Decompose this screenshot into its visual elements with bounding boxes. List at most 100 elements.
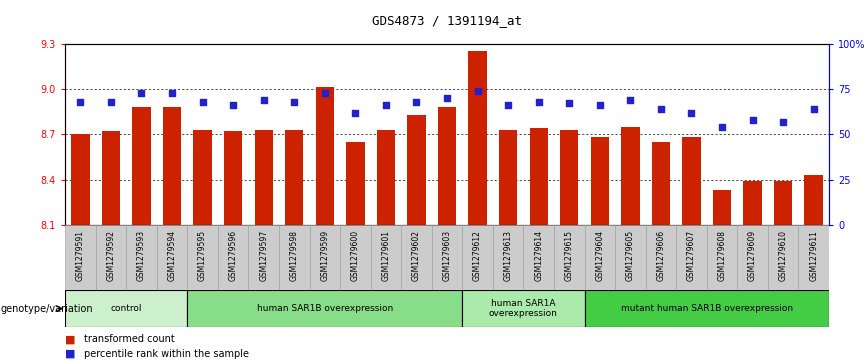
FancyBboxPatch shape <box>615 225 646 290</box>
FancyBboxPatch shape <box>401 225 431 290</box>
Point <box>654 106 667 112</box>
Bar <box>590 137 609 225</box>
Point <box>410 99 424 105</box>
Bar <box>102 131 120 225</box>
Text: GSM1279598: GSM1279598 <box>290 230 299 281</box>
Text: transformed count: transformed count <box>84 334 175 344</box>
Point <box>623 97 637 103</box>
Point <box>593 102 607 108</box>
FancyBboxPatch shape <box>279 225 310 290</box>
Text: GSM1279602: GSM1279602 <box>412 230 421 281</box>
Text: GSM1279606: GSM1279606 <box>656 230 666 281</box>
Point <box>532 99 546 105</box>
Point <box>715 124 729 130</box>
FancyBboxPatch shape <box>768 225 799 290</box>
Bar <box>652 142 670 225</box>
Bar <box>377 130 395 225</box>
Point <box>135 90 148 95</box>
FancyBboxPatch shape <box>65 225 95 290</box>
Text: GSM1279614: GSM1279614 <box>534 230 543 281</box>
Point <box>104 99 118 105</box>
Bar <box>621 127 640 225</box>
FancyBboxPatch shape <box>126 225 157 290</box>
FancyBboxPatch shape <box>737 225 768 290</box>
Text: GSM1279591: GSM1279591 <box>76 230 85 281</box>
Text: genotype/variation: genotype/variation <box>1 303 94 314</box>
Text: GSM1279605: GSM1279605 <box>626 230 635 281</box>
Bar <box>132 107 151 225</box>
Point <box>806 106 820 112</box>
Text: control: control <box>110 304 142 313</box>
Bar <box>407 115 425 225</box>
Bar <box>254 130 273 225</box>
FancyBboxPatch shape <box>676 225 707 290</box>
Bar <box>682 137 700 225</box>
Bar <box>163 107 181 225</box>
Point <box>685 110 699 115</box>
FancyBboxPatch shape <box>799 225 829 290</box>
Text: GSM1279595: GSM1279595 <box>198 230 207 281</box>
Bar <box>437 107 457 225</box>
Bar <box>285 130 304 225</box>
FancyBboxPatch shape <box>340 225 371 290</box>
Point <box>165 90 179 95</box>
Text: GSM1279601: GSM1279601 <box>381 230 391 281</box>
FancyBboxPatch shape <box>554 225 584 290</box>
FancyBboxPatch shape <box>187 225 218 290</box>
FancyBboxPatch shape <box>646 225 676 290</box>
Text: ■: ■ <box>65 334 76 344</box>
Bar <box>713 190 731 225</box>
Text: GSM1279593: GSM1279593 <box>137 230 146 281</box>
Text: human SAR1A
overexpression: human SAR1A overexpression <box>489 299 558 318</box>
Point <box>776 119 790 125</box>
Bar <box>499 130 517 225</box>
FancyBboxPatch shape <box>310 225 340 290</box>
Point <box>470 88 484 94</box>
Bar <box>743 181 762 225</box>
Text: GDS4873 / 1391194_at: GDS4873 / 1391194_at <box>372 15 522 28</box>
FancyBboxPatch shape <box>493 225 523 290</box>
FancyBboxPatch shape <box>218 225 248 290</box>
Text: GSM1279611: GSM1279611 <box>809 230 819 281</box>
FancyBboxPatch shape <box>157 225 187 290</box>
Text: GSM1279615: GSM1279615 <box>565 230 574 281</box>
Text: GSM1279597: GSM1279597 <box>260 230 268 281</box>
Point <box>74 99 88 105</box>
FancyBboxPatch shape <box>463 225 493 290</box>
FancyBboxPatch shape <box>584 290 829 327</box>
Text: ■: ■ <box>65 349 76 359</box>
Bar <box>529 128 548 225</box>
Point <box>318 90 332 95</box>
Text: GSM1279592: GSM1279592 <box>107 230 115 281</box>
Text: percentile rank within the sample: percentile rank within the sample <box>84 349 249 359</box>
Bar <box>805 175 823 225</box>
Bar <box>316 87 334 225</box>
Bar <box>774 181 792 225</box>
FancyBboxPatch shape <box>523 225 554 290</box>
Text: GSM1279610: GSM1279610 <box>779 230 787 281</box>
Bar <box>560 130 578 225</box>
FancyBboxPatch shape <box>371 225 401 290</box>
FancyBboxPatch shape <box>187 290 463 327</box>
Text: GSM1279607: GSM1279607 <box>687 230 696 281</box>
Text: GSM1279604: GSM1279604 <box>595 230 604 281</box>
FancyBboxPatch shape <box>65 290 187 327</box>
Text: GSM1279600: GSM1279600 <box>351 230 360 281</box>
Bar <box>346 142 365 225</box>
Text: GSM1279612: GSM1279612 <box>473 230 482 281</box>
Text: GSM1279594: GSM1279594 <box>168 230 176 281</box>
Text: GSM1279608: GSM1279608 <box>718 230 727 281</box>
Point <box>348 110 362 115</box>
Point <box>501 102 515 108</box>
FancyBboxPatch shape <box>584 225 615 290</box>
Point <box>562 101 576 106</box>
Point <box>379 102 393 108</box>
Point <box>195 99 209 105</box>
Text: mutant human SAR1B overexpression: mutant human SAR1B overexpression <box>621 304 792 313</box>
Text: GSM1279609: GSM1279609 <box>748 230 757 281</box>
Bar <box>71 134 89 225</box>
Point <box>227 102 240 108</box>
FancyBboxPatch shape <box>707 225 737 290</box>
Text: human SAR1B overexpression: human SAR1B overexpression <box>257 304 393 313</box>
Text: GSM1279613: GSM1279613 <box>503 230 513 281</box>
